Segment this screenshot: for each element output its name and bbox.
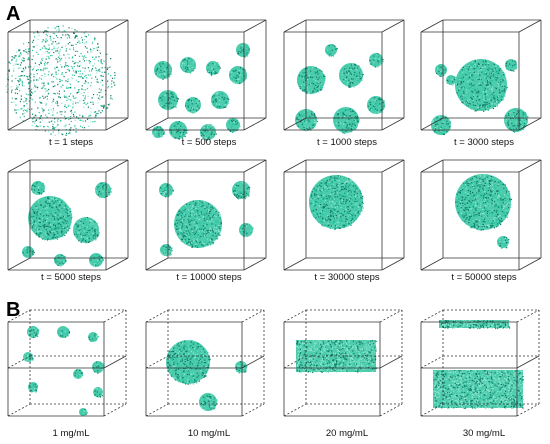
- caption-a5: t = 5000 steps: [41, 272, 101, 283]
- cube-snapshot-a5: [7, 159, 129, 271]
- cube-concentration-b2: [145, 309, 265, 417]
- caption-a1: t = 1 steps: [48, 137, 94, 148]
- caption-b4: 30 mg/mL: [462, 428, 506, 439]
- cube-snapshot-a6: [145, 159, 267, 271]
- cube-snapshot-a8: [420, 159, 542, 271]
- caption-a2: t = 500 steps: [181, 137, 237, 148]
- caption-b2: 10 mg/mL: [187, 428, 231, 439]
- caption-b3: 20 mg/mL: [325, 428, 369, 439]
- caption-b1: 1 mg/mL: [52, 428, 90, 439]
- cube-snapshot-a2: [145, 19, 267, 141]
- caption-a6: t = 10000 steps: [176, 272, 242, 283]
- cube-concentration-b3: [283, 309, 403, 417]
- panel-letter-b: B: [6, 299, 21, 321]
- panel-letter-a: A: [6, 3, 21, 25]
- cube-snapshot-a4: [420, 19, 542, 135]
- caption-a7: t = 30000 steps: [314, 272, 380, 283]
- cube-snapshot-a1: [5, 19, 129, 136]
- cube-snapshot-a3: [283, 19, 405, 134]
- caption-a4: t = 3000 steps: [454, 137, 514, 148]
- cube-snapshot-a7: [283, 159, 405, 271]
- caption-a8: t = 50000 steps: [451, 272, 517, 283]
- caption-a3: t = 1000 steps: [317, 137, 377, 148]
- cube-concentration-b1: [7, 309, 127, 417]
- cube-concentration-b4: [420, 309, 540, 417]
